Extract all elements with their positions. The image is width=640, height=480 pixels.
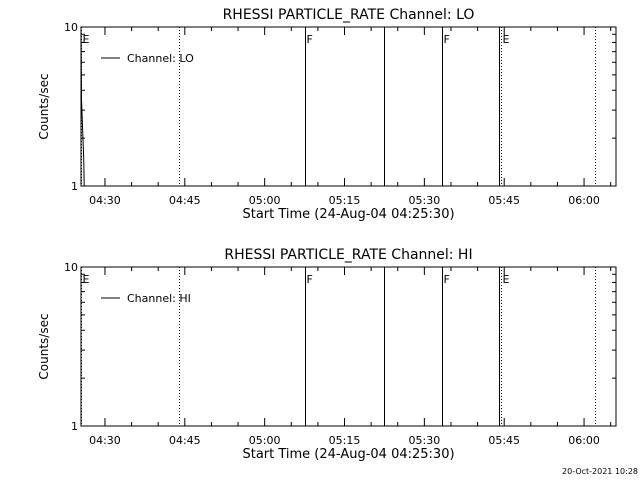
event-marker-label: F [307,33,313,46]
x-tick-label: 05:00 [249,194,281,207]
x-tick-label: 05:15 [329,194,361,207]
x-tick-label: 05:45 [488,434,520,447]
x-axis-label: Start Time (24-Aug-04 04:25:30) [242,207,454,222]
chart-panel-0: RHESSI PARTICLE_RATE Channel: LO E F F E 04:3… [37,7,617,222]
x-tick-label: 04:30 [89,434,121,447]
legend-label: Channel: LO [127,52,194,65]
x-tick-label: 06:00 [568,194,600,207]
footer-timestamp: 20-Oct-2021 10:28 [562,467,638,476]
y-axis-label: Counts/sec [37,73,51,139]
x-tick-label: 05:30 [409,194,441,207]
plot-frame [80,266,617,427]
series-line [80,26,85,187]
chart-title: RHESSI PARTICLE_RATE Channel: HI [224,247,472,263]
x-tick-label: 04:30 [89,194,121,207]
chart-title: RHESSI PARTICLE_RATE Channel: LO [223,7,475,23]
x-tick-label: 04:45 [169,434,201,447]
event-marker-label: F [444,273,450,286]
event-marker-label: E [83,273,90,286]
legend-label: Channel: HI [127,292,191,305]
event-marker-label: E [503,273,510,286]
y-tick-label: 1 [71,180,78,193]
event-marker-label: F [444,33,450,46]
y-tick-label: 1 [71,420,78,433]
event-marker-label: E [83,33,90,46]
plot-frame [80,26,617,187]
x-tick-label: 05:30 [409,434,441,447]
event-marker-label: E [503,33,510,46]
x-tick-label: 06:00 [568,434,600,447]
y-axis-label: Counts/sec [37,313,51,379]
x-axis-label: Start Time (24-Aug-04 04:25:30) [242,447,454,462]
y-tick-label: 10 [64,21,78,34]
y-tick-label: 10 [64,261,78,274]
event-marker-label: F [307,273,313,286]
chart-panel-1: RHESSI PARTICLE_RATE Channel: HI E F F E 04:3… [37,247,617,462]
x-tick-label: 04:45 [169,194,201,207]
x-tick-label: 05:45 [488,194,520,207]
x-tick-label: 05:15 [329,434,361,447]
x-tick-label: 05:00 [249,434,281,447]
